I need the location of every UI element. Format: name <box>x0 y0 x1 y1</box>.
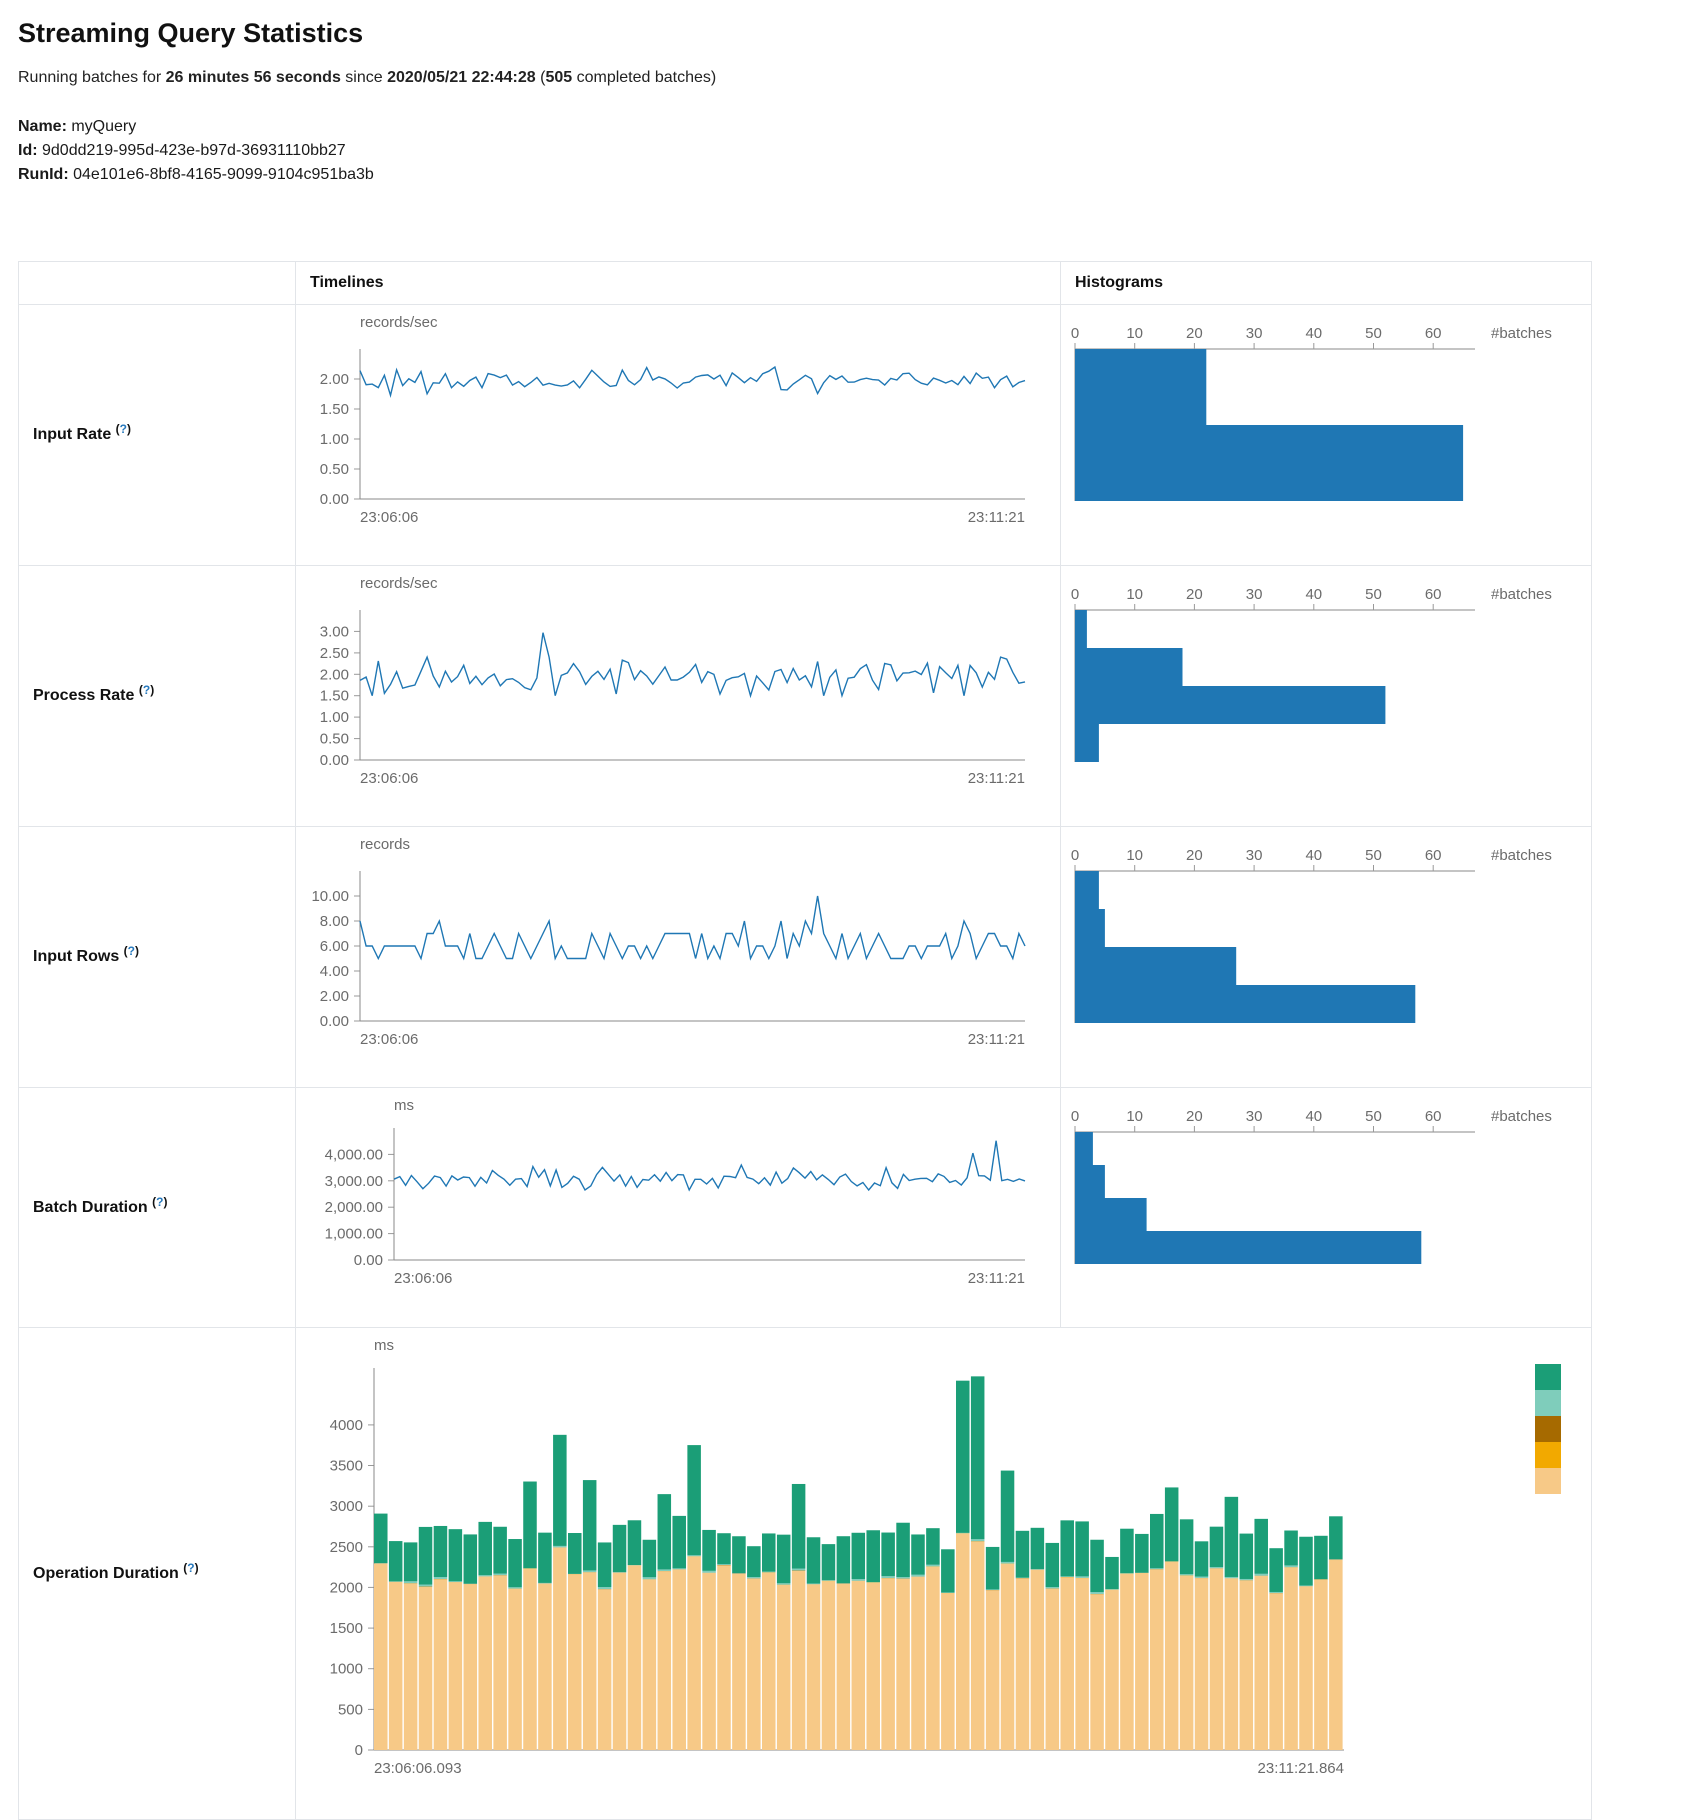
svg-text:50: 50 <box>1365 1108 1382 1125</box>
svg-text:20: 20 <box>1186 586 1203 603</box>
svg-text:3.00: 3.00 <box>320 623 349 640</box>
svg-text:23:11:21.864: 23:11:21.864 <box>1258 1760 1344 1777</box>
svg-text:1000: 1000 <box>330 1661 363 1678</box>
svg-text:records/sec: records/sec <box>360 314 438 331</box>
svg-text:30: 30 <box>1246 325 1263 342</box>
svg-text:1500: 1500 <box>330 1620 363 1637</box>
svg-text:23:06:06: 23:06:06 <box>360 770 418 787</box>
svg-text:1.00: 1.00 <box>320 709 349 726</box>
svg-text:50: 50 <box>1365 847 1382 864</box>
svg-text:6.00: 6.00 <box>320 938 349 955</box>
svg-text:1.00: 1.00 <box>320 431 349 448</box>
svg-text:23:11:21: 23:11:21 <box>968 509 1025 526</box>
svg-text:40: 40 <box>1305 586 1322 603</box>
svg-text:40: 40 <box>1305 1108 1322 1125</box>
svg-text:10: 10 <box>1126 1108 1143 1125</box>
svg-text:4000: 4000 <box>330 1417 363 1434</box>
svg-text:60: 60 <box>1425 847 1442 864</box>
svg-text:23:06:06: 23:06:06 <box>394 1270 452 1287</box>
svg-text:2,000.00: 2,000.00 <box>325 1199 383 1216</box>
svg-text:ms: ms <box>374 1337 394 1354</box>
svg-text:20: 20 <box>1186 325 1203 342</box>
svg-text:0: 0 <box>1071 1108 1079 1125</box>
svg-text:0.00: 0.00 <box>320 1013 349 1030</box>
svg-text:1.50: 1.50 <box>320 688 349 705</box>
svg-text:60: 60 <box>1425 1108 1442 1125</box>
svg-text:3,000.00: 3,000.00 <box>325 1173 383 1190</box>
svg-text:#batches: #batches <box>1491 586 1552 603</box>
svg-text:0.00: 0.00 <box>320 752 349 769</box>
svg-text:0: 0 <box>1071 325 1079 342</box>
svg-text:#batches: #batches <box>1491 325 1552 342</box>
svg-text:#batches: #batches <box>1491 847 1552 864</box>
svg-text:0.00: 0.00 <box>320 491 349 508</box>
svg-text:40: 40 <box>1305 847 1322 864</box>
svg-text:2.00: 2.00 <box>320 371 349 388</box>
svg-text:4.00: 4.00 <box>320 963 349 980</box>
svg-text:40: 40 <box>1305 325 1322 342</box>
svg-text:#batches: #batches <box>1491 1108 1552 1125</box>
svg-text:60: 60 <box>1425 586 1442 603</box>
svg-text:30: 30 <box>1246 847 1263 864</box>
svg-text:23:06:06: 23:06:06 <box>360 1031 418 1048</box>
svg-text:records: records <box>360 836 410 853</box>
svg-text:23:11:21: 23:11:21 <box>968 1031 1025 1048</box>
svg-text:0: 0 <box>355 1742 363 1759</box>
svg-text:1.50: 1.50 <box>320 401 349 418</box>
svg-text:records/sec: records/sec <box>360 575 438 592</box>
svg-text:4,000.00: 4,000.00 <box>325 1146 383 1163</box>
svg-text:10: 10 <box>1126 325 1143 342</box>
svg-text:1,000.00: 1,000.00 <box>325 1226 383 1243</box>
svg-text:23:11:21: 23:11:21 <box>968 1270 1025 1287</box>
svg-text:2500: 2500 <box>330 1539 363 1556</box>
svg-text:23:06:06.093: 23:06:06.093 <box>374 1760 462 1777</box>
svg-text:0: 0 <box>1071 847 1079 864</box>
svg-text:10.00: 10.00 <box>311 888 349 905</box>
svg-text:30: 30 <box>1246 586 1263 603</box>
svg-text:0: 0 <box>1071 586 1079 603</box>
svg-text:30: 30 <box>1246 1108 1263 1125</box>
svg-text:0.50: 0.50 <box>320 461 349 478</box>
svg-text:10: 10 <box>1126 586 1143 603</box>
svg-text:2000: 2000 <box>330 1579 363 1596</box>
svg-text:2.00: 2.00 <box>320 666 349 683</box>
svg-text:60: 60 <box>1425 325 1442 342</box>
svg-text:10: 10 <box>1126 847 1143 864</box>
svg-text:8.00: 8.00 <box>320 913 349 930</box>
svg-text:20: 20 <box>1186 847 1203 864</box>
svg-text:50: 50 <box>1365 325 1382 342</box>
svg-text:0.00: 0.00 <box>354 1252 383 1269</box>
svg-text:500: 500 <box>338 1701 363 1718</box>
svg-text:50: 50 <box>1365 586 1382 603</box>
svg-text:23:06:06: 23:06:06 <box>360 509 418 526</box>
svg-text:3000: 3000 <box>330 1498 363 1515</box>
svg-text:20: 20 <box>1186 1108 1203 1125</box>
svg-text:23:11:21: 23:11:21 <box>968 770 1025 787</box>
svg-text:0.50: 0.50 <box>320 731 349 748</box>
svg-text:2.00: 2.00 <box>320 988 349 1005</box>
svg-text:2.50: 2.50 <box>320 645 349 662</box>
svg-text:ms: ms <box>394 1097 414 1114</box>
svg-text:3500: 3500 <box>330 1458 363 1475</box>
